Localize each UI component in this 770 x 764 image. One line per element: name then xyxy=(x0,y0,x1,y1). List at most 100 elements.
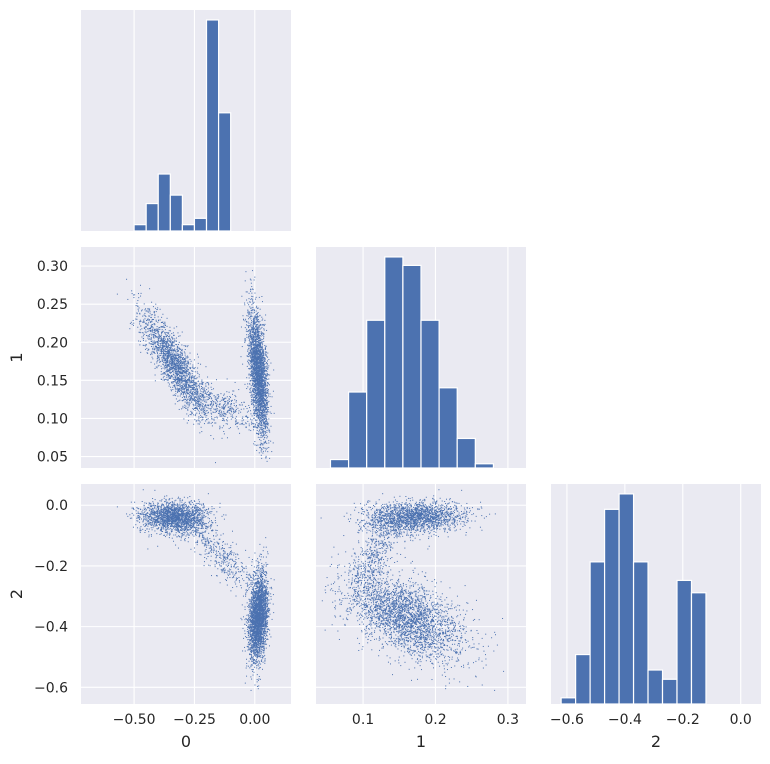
hist-bar-0-6 xyxy=(205,19,220,231)
hist-bar-0-7 xyxy=(217,112,232,231)
scatter-point xyxy=(157,355,159,357)
scatter-point xyxy=(155,346,157,348)
scatter-point xyxy=(174,357,176,359)
scatter-point xyxy=(252,373,254,375)
scatter-point xyxy=(164,340,166,342)
scatter-point xyxy=(266,426,268,428)
scatter-point xyxy=(253,372,255,374)
scatter-point xyxy=(258,412,260,414)
scatter-point xyxy=(249,355,251,357)
scatter-point xyxy=(161,352,163,354)
scatter-point xyxy=(180,367,182,369)
scatter-point xyxy=(248,346,250,348)
scatter-point xyxy=(238,389,240,391)
scatter-point xyxy=(185,397,187,399)
scatter-point xyxy=(258,429,260,431)
scatter-point xyxy=(216,397,218,399)
scatter-point xyxy=(160,337,162,339)
scatter-point xyxy=(260,327,262,329)
scatter-point xyxy=(210,386,212,388)
scatter-point xyxy=(261,410,263,412)
scatter-point xyxy=(252,343,254,345)
scatter-point xyxy=(196,399,198,401)
scatter-point xyxy=(175,337,177,339)
scatter-point xyxy=(258,405,260,407)
scatter-point xyxy=(179,387,181,389)
scatter-point xyxy=(165,359,167,361)
scatter-point xyxy=(203,398,205,400)
scatter-point xyxy=(194,396,196,398)
scatter-point xyxy=(171,353,173,355)
scatter-point xyxy=(182,386,184,388)
scatter-point xyxy=(260,400,262,402)
scatter-point xyxy=(269,396,271,398)
scatter-point xyxy=(241,404,243,406)
scatter-point xyxy=(188,390,190,392)
scatter-point xyxy=(141,328,143,330)
scatter-point xyxy=(261,402,263,404)
scatter-point xyxy=(257,363,259,365)
scatter-point xyxy=(162,348,164,350)
scatter-point xyxy=(266,388,268,390)
scatter-point xyxy=(264,412,266,414)
scatter-point xyxy=(262,368,264,370)
scatter-point xyxy=(201,383,203,385)
scatter-point xyxy=(170,372,172,374)
scatter-point xyxy=(253,309,255,311)
scatter-point xyxy=(252,390,254,392)
scatter-point xyxy=(174,364,176,366)
scatter-point xyxy=(264,395,266,397)
scatter-point xyxy=(163,325,165,327)
scatter-point xyxy=(261,427,263,429)
scatter-point xyxy=(187,409,189,411)
scatter-point xyxy=(153,342,155,344)
scatter-point xyxy=(155,320,157,322)
scatter-point xyxy=(116,293,118,295)
scatter-point xyxy=(250,312,252,314)
scatter-point xyxy=(163,361,165,363)
scatter-point xyxy=(186,375,188,377)
scatter-point xyxy=(158,359,160,361)
scatter-point xyxy=(255,374,257,376)
scatter-point xyxy=(252,389,254,391)
scatter-point xyxy=(257,348,259,350)
scatter-point xyxy=(233,409,235,411)
scatter-point xyxy=(191,388,193,390)
scatter-point xyxy=(261,296,263,298)
scatter-point xyxy=(250,387,252,389)
scatter-point xyxy=(258,387,260,389)
scatter-point xyxy=(182,376,184,378)
scatter-point xyxy=(200,391,202,393)
scatter-point xyxy=(264,442,266,444)
scatter-point xyxy=(182,361,184,363)
scatter-point xyxy=(163,354,165,356)
scatter-point xyxy=(148,308,150,310)
scatter-point xyxy=(250,367,252,369)
scatter-point xyxy=(183,383,185,385)
scatter-point xyxy=(179,365,181,367)
scatter-point xyxy=(171,382,173,384)
scatter-point xyxy=(180,356,182,358)
scatter-point xyxy=(256,329,258,331)
scatter-point xyxy=(249,301,251,303)
scatter-point xyxy=(258,336,260,338)
scatter-point xyxy=(199,404,201,406)
scatter-point xyxy=(161,326,163,328)
scatter-point xyxy=(160,340,162,342)
scatter-point xyxy=(249,341,251,343)
scatter-point xyxy=(252,356,254,358)
scatter-point xyxy=(159,327,161,329)
scatter-point xyxy=(252,403,254,405)
scatter-point xyxy=(173,394,175,396)
scatter-point xyxy=(264,409,266,411)
scatter-point xyxy=(157,307,159,309)
scatter-point xyxy=(182,380,184,382)
scatter-point xyxy=(166,365,168,367)
scatter-point xyxy=(181,388,183,390)
scatter-point xyxy=(251,286,253,288)
scatter-point xyxy=(255,353,257,355)
scatter-point xyxy=(261,355,263,357)
scatter-point xyxy=(265,345,267,347)
scatter-point xyxy=(163,372,165,374)
scatter-point xyxy=(158,356,160,358)
